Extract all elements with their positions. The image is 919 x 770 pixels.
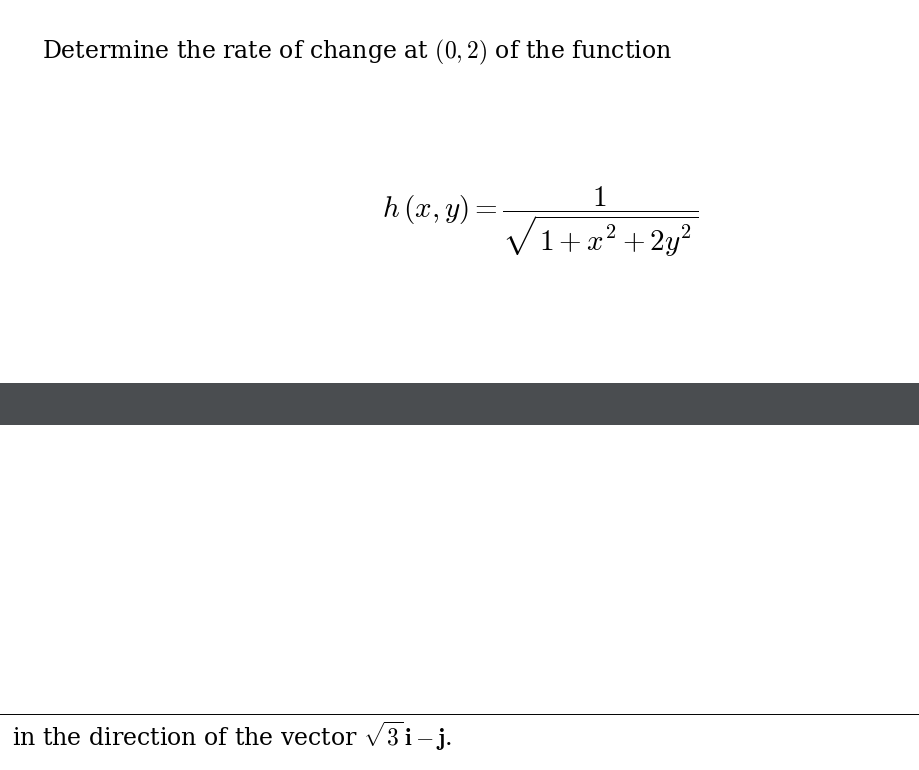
Text: $h\,(x, y) = \dfrac{1}{\sqrt{1 + x^2 + 2y^2}}$: $h\,(x, y) = \dfrac{1}{\sqrt{1 + x^2 + 2… bbox=[381, 185, 698, 259]
Text: Determine the rate of change at $(0, 2)$ of the function: Determine the rate of change at $(0, 2)$… bbox=[42, 38, 671, 67]
Text: in the direction of the vector $\sqrt{3}\,\mathbf{i} - \mathbf{j}$.: in the direction of the vector $\sqrt{3}… bbox=[12, 720, 452, 753]
Bar bbox=[0, 383, 919, 425]
